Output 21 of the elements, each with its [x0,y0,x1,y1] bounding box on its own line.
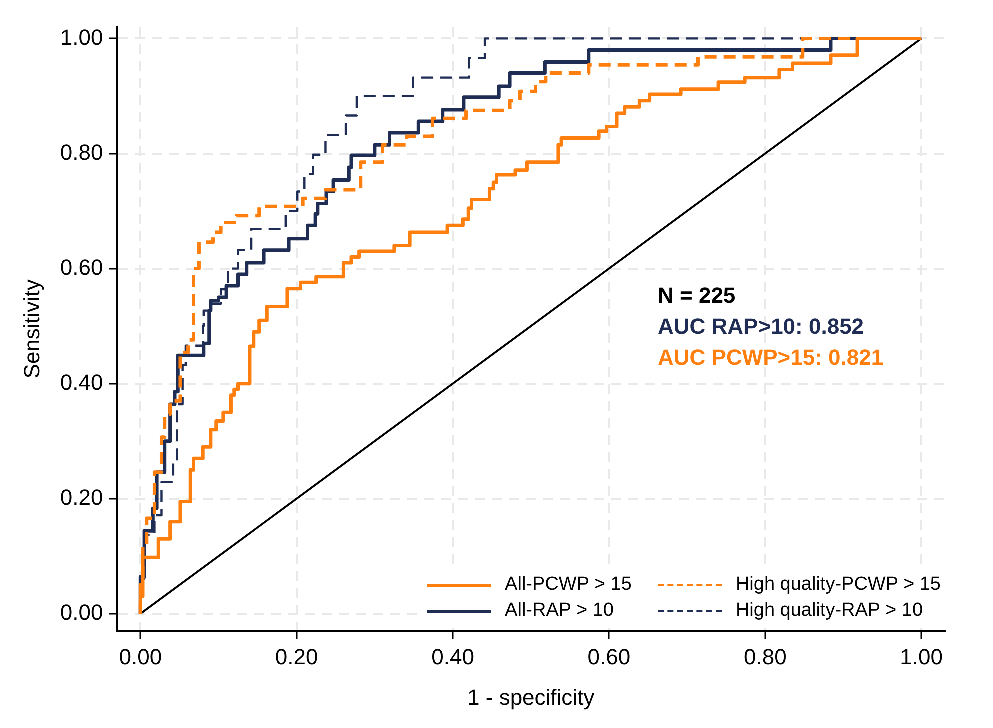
legend-label: High quality-PCWP > 15 [736,574,941,596]
annotation: N = 225 [658,282,737,310]
y-tick-label: 0.00 [60,600,104,626]
x-tick-label: 1.00 [900,644,943,670]
x-tick-label: 0.20 [275,644,318,670]
annotation: AUC RAP>10: 0.852 [658,313,866,341]
annotation: AUC PCWP>15: 0.821 [658,344,884,372]
y-tick-label: 0.80 [60,140,104,165]
legend-label: High quality-RAP > 10 [736,600,924,622]
x-tick-label: 0.60 [588,644,631,670]
y-axis-title: Sensitivity [19,280,44,379]
legend-label: All-RAP > 10 [505,600,614,622]
y-tick-label: 1.00 [60,24,104,50]
x-axis-title: 1 - specificity [468,684,595,710]
y-tick-label: 0.60 [60,254,104,280]
x-tick-label: 0.40 [432,644,474,670]
legend-label: All-PCWP > 15 [505,574,632,596]
y-tick-label: 0.20 [60,484,104,510]
x-tick-label: 0.00 [119,644,162,670]
x-tick-label: 0.80 [744,644,787,670]
y-tick-label: 0.40 [60,370,104,395]
